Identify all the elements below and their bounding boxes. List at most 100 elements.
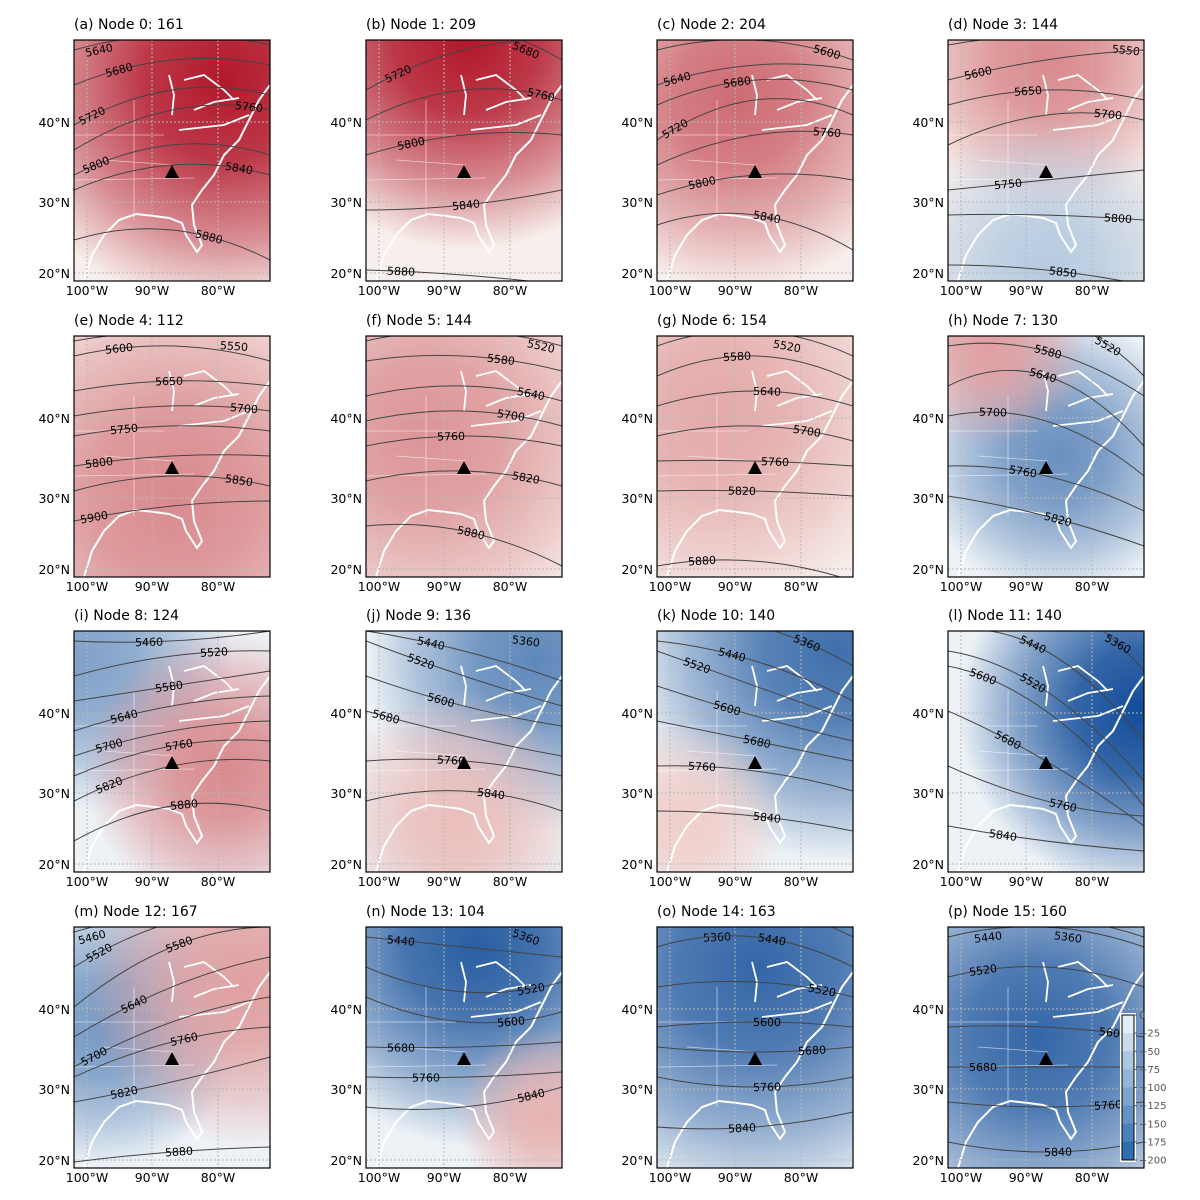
height-contour (366, 189, 562, 211)
latitude-tick-label: 40°N (621, 1002, 653, 1017)
longitude-tick-label: 100°W (940, 579, 982, 594)
coastline (375, 84, 562, 281)
triangle-marker-icon (748, 461, 762, 474)
triangle-marker-icon (457, 756, 471, 769)
height-contour (74, 500, 270, 522)
contour-label: 5840 (516, 1086, 546, 1105)
contour-label: 5760 (1048, 796, 1078, 815)
height-contour (74, 695, 270, 732)
latitude-tick-label: 40°N (38, 115, 70, 130)
panel-frame (656, 335, 854, 578)
contour-label: 5760 (412, 1072, 440, 1085)
longitude-tick-label: 80°W (784, 579, 819, 594)
contour-label: 5680 (387, 1041, 415, 1054)
contour-label: 5440 (973, 929, 1002, 946)
longitude-tick-label: 80°W (493, 874, 528, 889)
longitude-tick-label: 90°W (427, 1170, 462, 1185)
longitude-tick-label: 80°W (493, 1170, 528, 1185)
height-contour (657, 559, 842, 577)
panel-frame (365, 926, 563, 1169)
contour-label: 5760 (437, 430, 465, 444)
great-lakes-outline (751, 665, 758, 707)
height-contour (657, 685, 853, 742)
panel-title: (d) Node 3: 144 (948, 17, 1058, 33)
height-contour (366, 1071, 562, 1079)
latitude-tick-label: 30°N (38, 786, 70, 801)
height-contour (74, 143, 270, 176)
height-contour (74, 336, 270, 342)
panel-title: (g) Node 6: 154 (657, 313, 767, 329)
height-contour (74, 345, 270, 362)
longitude-tick-label: 100°W (940, 283, 982, 298)
latitude-tick-label: 40°N (621, 411, 653, 426)
panel-frame (73, 630, 271, 873)
map-panel: (o) Node 14: 163 5360 5440 5520 5600 5680 5760… (621, 904, 854, 1185)
longitude-tick-label: 100°W (940, 1170, 982, 1185)
contour-label: 5700 (496, 407, 526, 424)
latitude-tick-label: 20°N (912, 857, 944, 872)
height-contour (366, 435, 562, 447)
height-contour (948, 966, 1144, 988)
state-borders (657, 987, 778, 1107)
latitude-tick-label: 30°N (330, 491, 362, 506)
height-contour (366, 631, 562, 682)
great-lakes-outline (460, 74, 467, 116)
state-borders (74, 987, 195, 1107)
height-contour (657, 336, 853, 357)
great-lakes-outline (475, 665, 527, 692)
contour-label: 5640 (753, 385, 781, 399)
height-contour (74, 927, 270, 1008)
longitude-tick-label: 80°W (1075, 1170, 1110, 1185)
latitude-tick-label: 40°N (38, 411, 70, 426)
height-contour (366, 966, 562, 994)
height-contour (948, 213, 1144, 221)
great-lakes-outline (776, 97, 823, 111)
longitude-tick-label: 80°W (201, 874, 236, 889)
height-contour (657, 78, 853, 106)
height-contour (366, 523, 562, 567)
contour-label: 5600 (496, 1014, 525, 1030)
panel-frame (656, 630, 854, 873)
state-borders (74, 691, 195, 811)
longitude-tick-label: 90°W (1009, 579, 1044, 594)
contour-label: 5800 (687, 174, 717, 193)
colorbar-segment (1122, 1033, 1134, 1052)
great-lakes-outline (1052, 1001, 1124, 1018)
contour-label: 5760 (753, 1081, 781, 1095)
longitude-tick-label: 90°W (427, 874, 462, 889)
contour-label: 5880 (387, 265, 416, 279)
panel-title: (n) Node 13: 104 (366, 904, 485, 920)
great-lakes-outline (485, 393, 532, 407)
height-contour (366, 640, 562, 707)
latitude-tick-label: 30°N (912, 195, 944, 210)
panel-frame (365, 335, 563, 578)
contour-label: 5700 (792, 423, 822, 440)
contour-label: 5850 (1048, 264, 1077, 280)
colorbar-tick-label: −200 (1139, 1156, 1166, 1167)
coastline (83, 84, 270, 281)
great-lakes-outline (1052, 410, 1124, 427)
height-contour (948, 665, 1144, 807)
contour-label: 5680 (798, 1043, 827, 1058)
panel-title: (e) Node 4: 112 (74, 313, 184, 329)
height-contour (948, 49, 1144, 81)
great-lakes-outline (1042, 665, 1049, 707)
triangle-marker-icon (1039, 1052, 1053, 1065)
great-lakes-outline (1042, 961, 1049, 1003)
contour-label: 5850 (224, 472, 254, 489)
latitude-tick-label: 30°N (330, 786, 362, 801)
map-panel: (h) Node 7: 1305520558056405700576058204… (912, 313, 1145, 594)
latitude-tick-label: 40°N (912, 706, 944, 721)
height-contour (366, 710, 562, 757)
contour-label: 5750 (993, 176, 1022, 192)
contour-label: 5520 (526, 337, 556, 356)
longitude-tick-label: 100°W (649, 1170, 691, 1185)
height-contour (948, 765, 1144, 817)
great-lakes-outline (761, 1001, 833, 1018)
great-lakes-outline (168, 74, 175, 116)
panel-frame (73, 926, 271, 1169)
great-lakes-outline (766, 74, 818, 101)
height-contour (657, 640, 853, 702)
